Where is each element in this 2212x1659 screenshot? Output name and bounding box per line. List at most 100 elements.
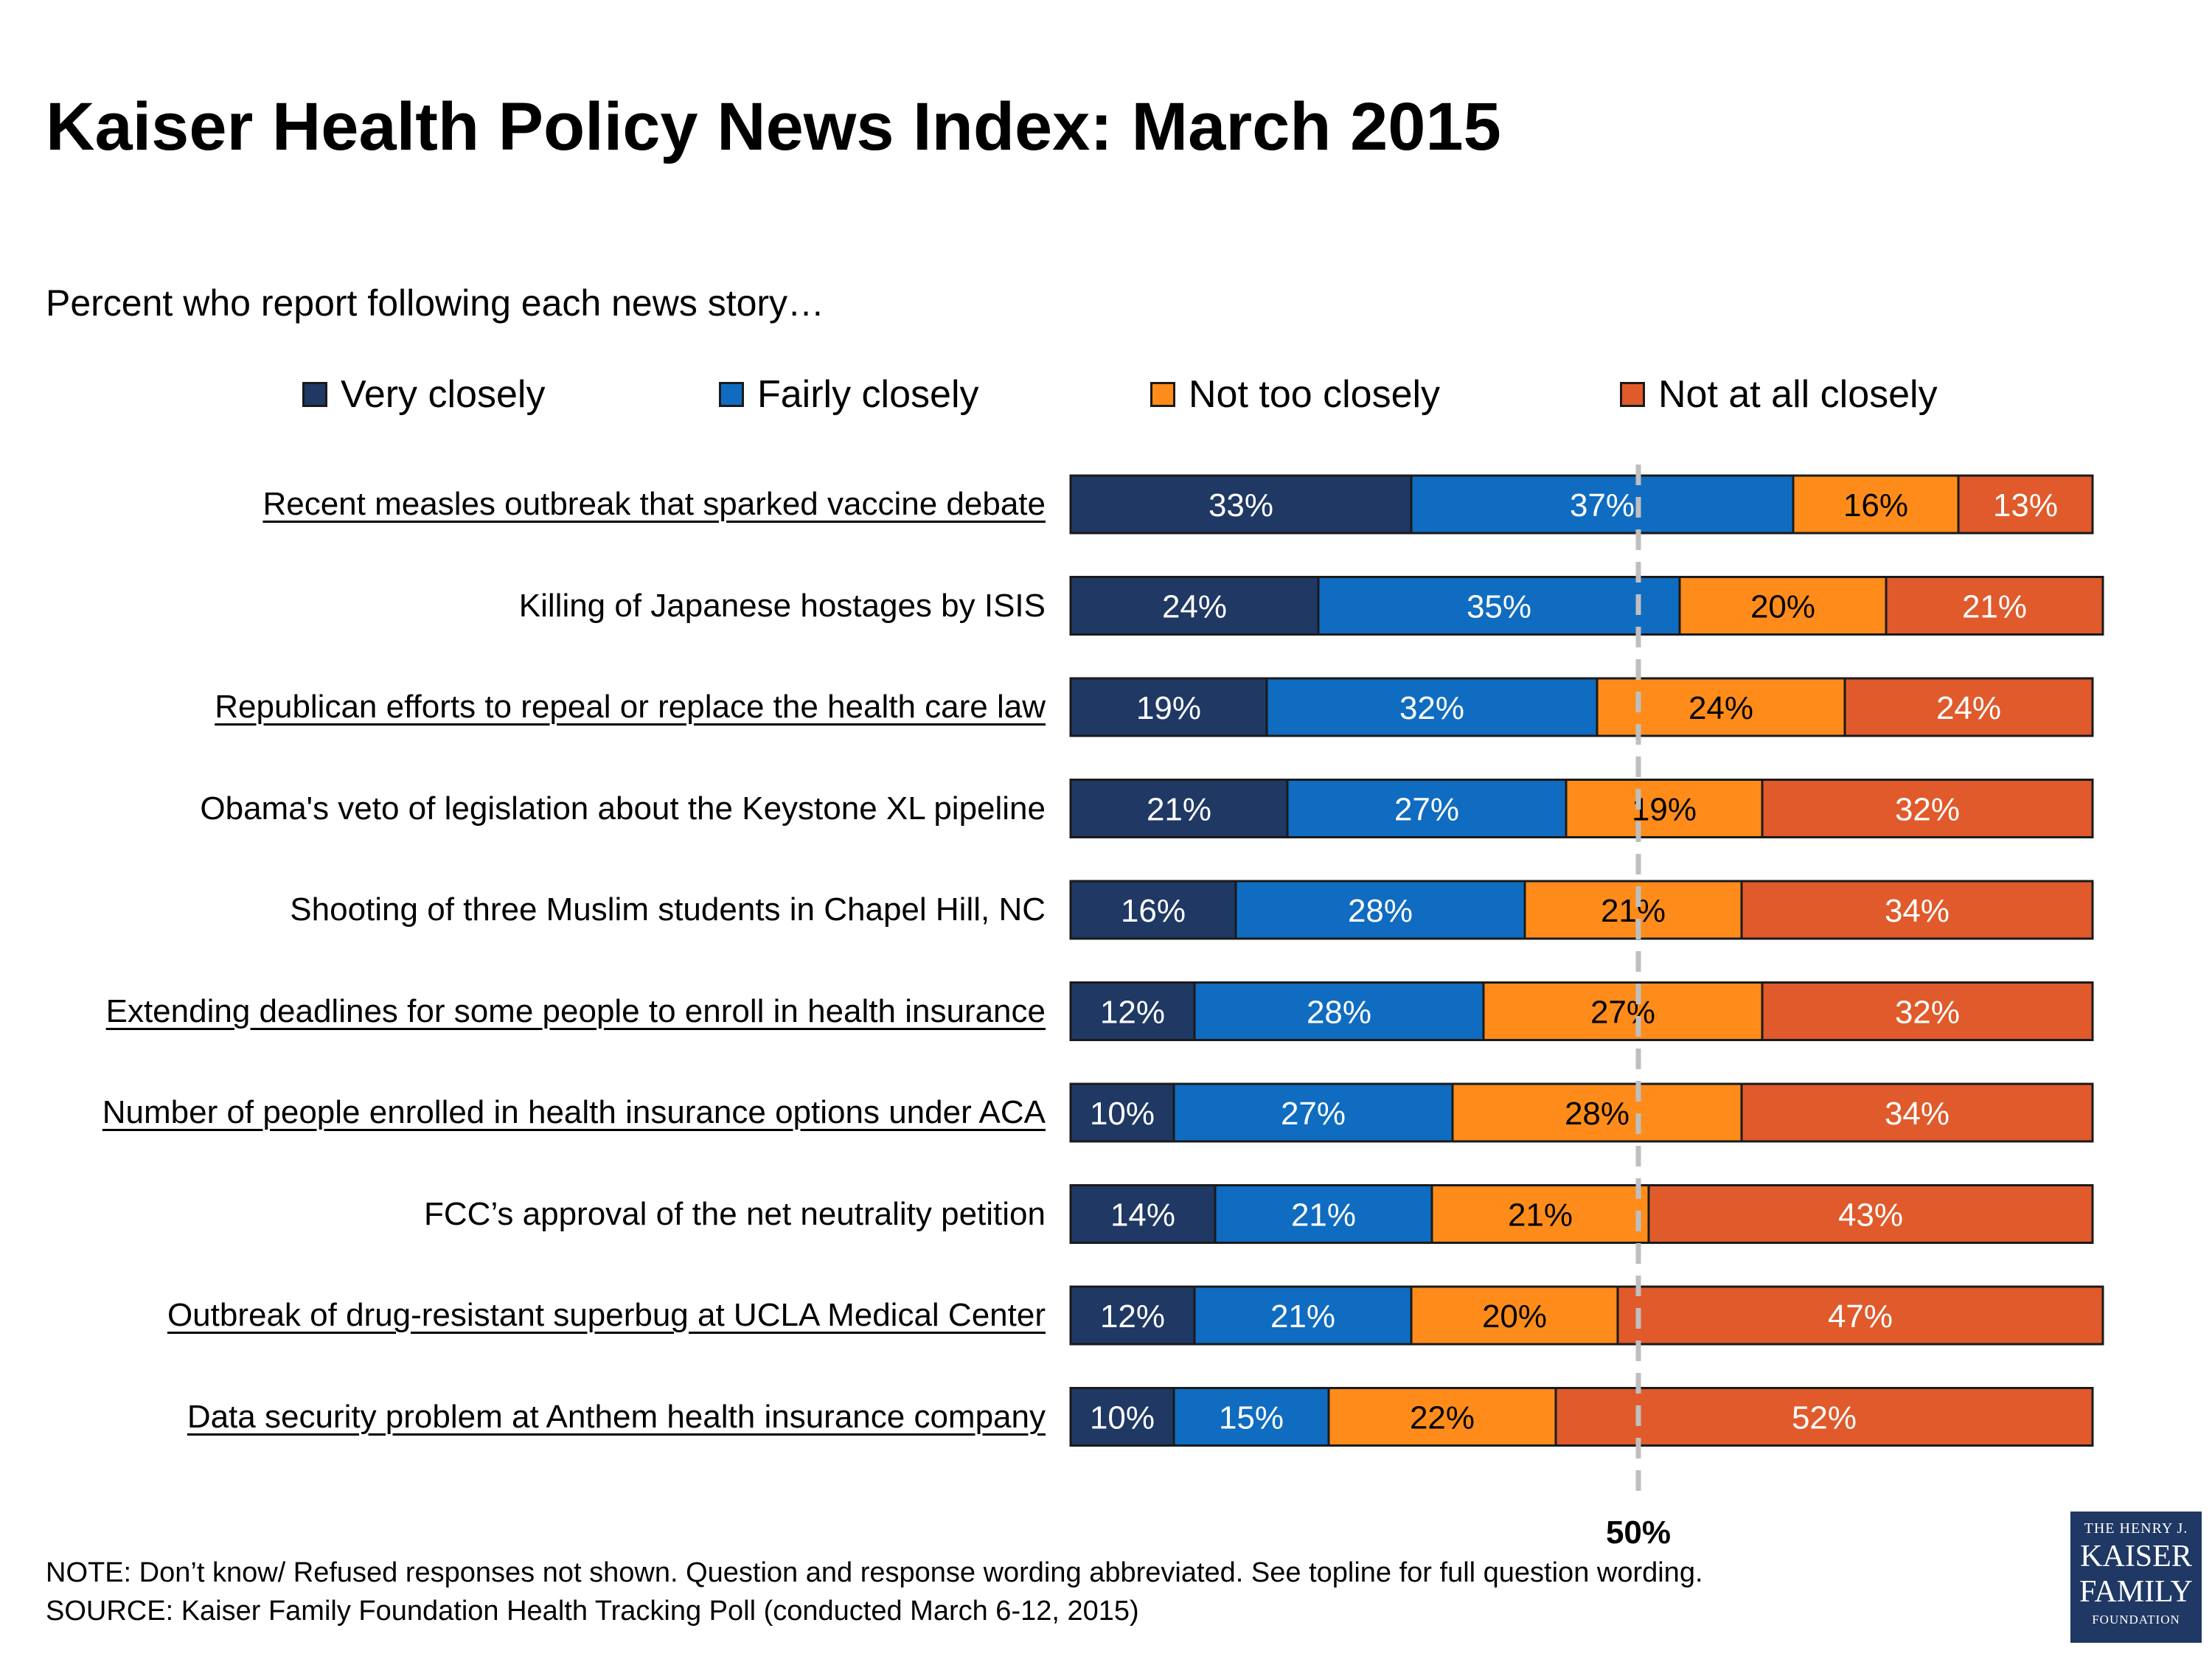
bar-segment — [1482, 981, 1764, 1041]
bar-segment — [1069, 981, 1196, 1041]
legend-label-very-closely: Very closely — [341, 373, 546, 416]
data-label: 28% — [1348, 893, 1413, 929]
bar-segment — [1069, 1285, 1196, 1346]
chart-legend: Very closely Fairly closely Not too clos… — [0, 372, 2212, 424]
data-label: 21% — [1601, 893, 1666, 929]
category-label[interactable]: Outbreak of drug-resistant superbug at U… — [167, 1297, 1046, 1333]
data-label: 32% — [1399, 690, 1464, 726]
category-label[interactable]: Number of people enrolled in health insu… — [102, 1094, 1046, 1130]
category-label[interactable]: Republican efforts to repeal or replace … — [215, 689, 1046, 725]
category-label[interactable]: Extending deadlines for some people to e… — [105, 992, 1046, 1029]
bar-segment — [1317, 576, 1681, 636]
category-label[interactable]: Data security problem at Anthem health i… — [187, 1398, 1046, 1435]
category-label[interactable]: Recent measles outbreak that sparked vac… — [262, 486, 1046, 522]
data-label: 27% — [1590, 995, 1655, 1031]
bar-segment — [1740, 880, 2094, 940]
bar-segment — [1616, 1285, 2104, 1346]
data-label: 21% — [1962, 589, 2027, 625]
bar-segment — [1172, 1387, 1330, 1447]
legend-item-fairly-closely: Fairly closely — [719, 372, 979, 417]
bar-segment — [1069, 576, 1320, 636]
chart-title: Kaiser Health Policy News Index: March 2… — [46, 89, 1501, 164]
data-label: 32% — [1895, 995, 1960, 1031]
category-label: Obama's veto of legislation about the Ke… — [200, 790, 1046, 827]
bar-segment — [1554, 1387, 2094, 1447]
data-label: 21% — [1291, 1197, 1356, 1234]
data-label: 22% — [1410, 1400, 1475, 1436]
data-label: 43% — [1838, 1197, 1903, 1234]
bar-segment — [1265, 677, 1599, 737]
legend-swatch-very-closely — [302, 382, 327, 407]
note-text: NOTE: Don’t know/ Refused responses not … — [46, 1557, 1703, 1588]
bar-segment — [1410, 1285, 1619, 1346]
bar-segment — [1523, 880, 1743, 940]
data-label: 27% — [1394, 792, 1459, 828]
chart-subtitle: Percent who report following each news s… — [46, 282, 825, 324]
logo-line-2b: FAMILY — [2079, 1575, 2193, 1609]
category-label: Shooting of three Muslim students in Cha… — [290, 891, 1046, 928]
data-label: 21% — [1147, 792, 1211, 828]
data-label: 12% — [1100, 995, 1165, 1031]
bar-segment — [1957, 474, 2094, 535]
data-label: 10% — [1090, 1400, 1155, 1436]
data-label: 14% — [1110, 1197, 1175, 1234]
logo-line-3: FOUNDATION — [2092, 1613, 2180, 1627]
data-label: 20% — [1750, 589, 1815, 625]
data-label: 27% — [1281, 1096, 1346, 1132]
data-label: 16% — [1121, 893, 1186, 929]
logo-line-2a: KAISER — [2080, 1540, 2192, 1573]
bar-segment — [1885, 576, 2104, 636]
data-label: 33% — [1208, 487, 1273, 524]
data-label: 21% — [1270, 1298, 1335, 1335]
bar-segment — [1286, 779, 1568, 838]
bar-segment — [1647, 1184, 2094, 1244]
data-label: 28% — [1307, 995, 1371, 1031]
data-label: 20% — [1482, 1298, 1547, 1335]
bar-segment — [1327, 1387, 1557, 1447]
data-label: 12% — [1100, 1298, 1165, 1335]
bar-segment — [1843, 677, 2094, 737]
data-label: 34% — [1885, 1096, 1950, 1132]
data-label: 19% — [1136, 690, 1201, 726]
kff-logo: THE HENRY J. KAISER FAMILY FOUNDATION — [2070, 1512, 2202, 1643]
data-label: 47% — [1828, 1298, 1893, 1335]
legend-swatch-not-at-all-closely — [1620, 382, 1645, 407]
category-label: FCC’s approval of the net neutrality pet… — [424, 1195, 1046, 1232]
bar-segment — [1410, 474, 1795, 535]
bar-segment — [1430, 1184, 1650, 1244]
data-label: 35% — [1467, 589, 1531, 625]
bar-segment — [1761, 779, 2094, 838]
category-label: Killing of Japanese hostages by ISIS — [518, 587, 1046, 624]
data-label: 24% — [1162, 589, 1227, 625]
bar-segment — [1069, 677, 1268, 737]
data-label: 37% — [1570, 487, 1635, 524]
bar-segment — [1740, 1082, 2094, 1143]
data-label: 24% — [1688, 690, 1753, 726]
logo-line-1: THE HENRY J. — [2084, 1520, 2188, 1537]
legend-item-not-too-closely: Not too closely — [1150, 372, 1440, 417]
legend-label-not-too-closely: Not too closely — [1189, 373, 1441, 416]
legend-swatch-fairly-closely — [719, 382, 744, 407]
legend-label-not-at-all-closely: Not at all closely — [1658, 373, 1938, 416]
legend-label-fairly-closely: Fairly closely — [757, 373, 979, 416]
bar-segment — [1069, 1184, 1217, 1244]
data-label: 15% — [1219, 1400, 1284, 1436]
bar-segment — [1565, 779, 1764, 838]
data-label: 52% — [1792, 1400, 1857, 1436]
legend-item-not-at-all-closely: Not at all closely — [1620, 372, 1938, 417]
data-label: 24% — [1936, 690, 2001, 726]
data-label: 32% — [1895, 792, 1960, 828]
bar-segment — [1451, 1082, 1743, 1143]
data-label: 28% — [1565, 1096, 1630, 1132]
reference-line-label: 50% — [1606, 1514, 1671, 1551]
bar-segment — [1172, 1082, 1454, 1143]
data-label: 21% — [1508, 1197, 1573, 1234]
source-text: SOURCE: Kaiser Family Foundation Health … — [46, 1596, 1139, 1627]
bar-segment — [1069, 779, 1289, 838]
bar-segment — [1193, 1285, 1413, 1346]
data-label: 10% — [1090, 1096, 1155, 1132]
data-label: 16% — [1843, 487, 1908, 524]
data-label: 19% — [1632, 792, 1697, 828]
legend-swatch-not-too-closely — [1150, 382, 1175, 407]
